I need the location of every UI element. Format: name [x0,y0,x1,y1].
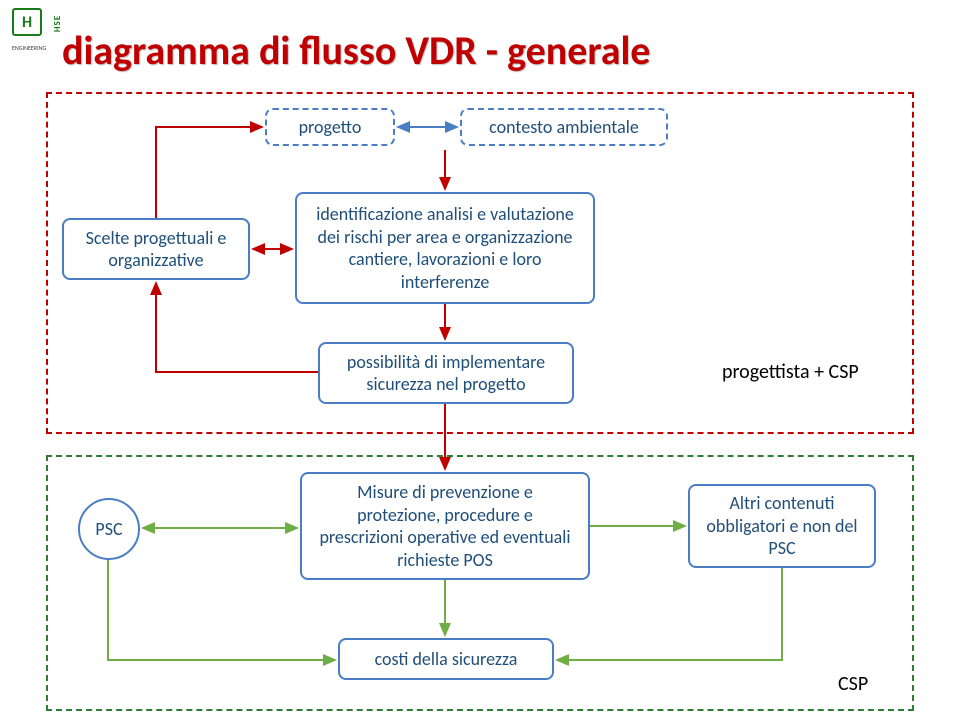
node-altri: Altri contenuti obbligatori e non del PS… [688,484,876,568]
node-contesto: contesto ambientale [460,108,668,146]
node-psc: PSC [78,498,140,560]
logo-sub: ENGINEERING [12,44,46,52]
logo: H HSE ENGINEERING [12,8,48,44]
node-scelte: Scelte progettuali e organizzative [62,218,250,280]
node-identificazione: identificazione analisi e valutazione de… [295,192,595,304]
node-misure: Misure di prevenzione e protezione, proc… [300,472,590,580]
node-costi: costi della sicurezza [338,638,554,680]
label-csp: CSP [838,672,868,696]
label-progettista: progettista + CSP [722,360,859,384]
node-possibilita: possibilità di implementare sicurezza ne… [318,342,574,404]
page-title: diagramma di flusso VDR - generale [62,26,650,75]
node-progetto: progetto [265,108,395,146]
